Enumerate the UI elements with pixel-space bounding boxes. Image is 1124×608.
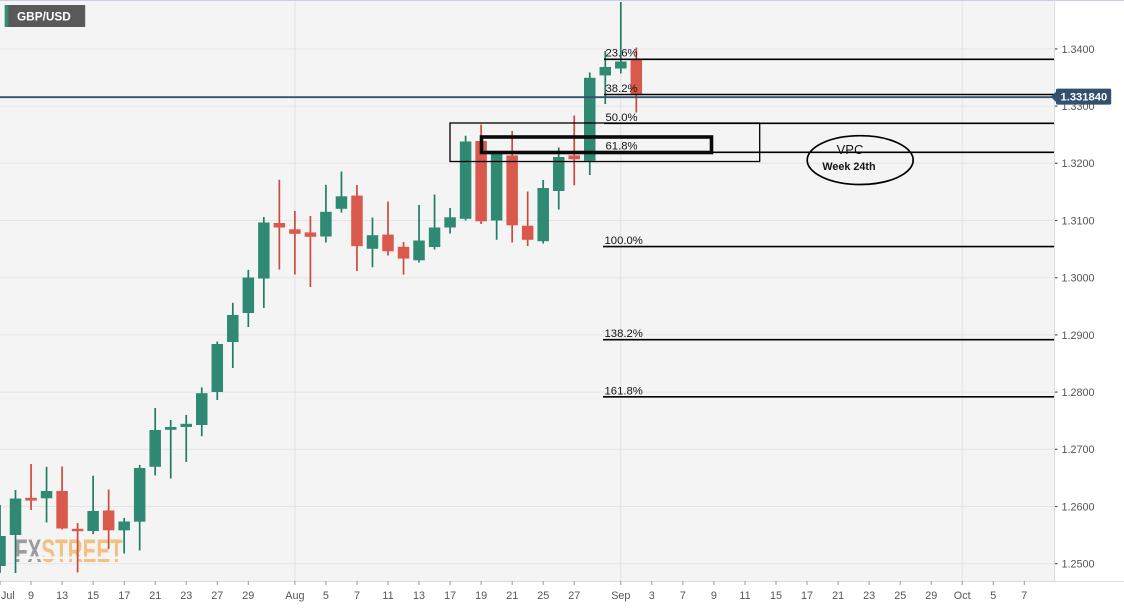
svg-text:1.331840: 1.331840 xyxy=(1061,92,1108,104)
svg-text:21: 21 xyxy=(149,590,161,602)
svg-text:38.2%: 38.2% xyxy=(606,83,638,95)
svg-text:25: 25 xyxy=(894,590,906,602)
svg-text:9: 9 xyxy=(711,590,717,602)
svg-text:27: 27 xyxy=(211,590,223,602)
svg-text:1.2800: 1.2800 xyxy=(1062,387,1095,399)
svg-text:17: 17 xyxy=(444,590,456,602)
svg-text:7: 7 xyxy=(680,590,686,602)
svg-text:Week 24th: Week 24th xyxy=(822,161,875,173)
svg-text:1.3400: 1.3400 xyxy=(1062,44,1095,56)
svg-text:27: 27 xyxy=(568,590,580,602)
svg-text:VPC: VPC xyxy=(837,142,864,157)
svg-text:29: 29 xyxy=(242,590,254,602)
svg-text:1.3000: 1.3000 xyxy=(1062,273,1095,285)
svg-text:21: 21 xyxy=(832,590,844,602)
svg-text:13: 13 xyxy=(413,590,425,602)
svg-text:7: 7 xyxy=(1021,590,1027,602)
svg-text:5: 5 xyxy=(323,590,329,602)
svg-text:1.2700: 1.2700 xyxy=(1062,444,1095,456)
svg-text:STREET: STREET xyxy=(41,533,123,569)
svg-text:3: 3 xyxy=(649,590,655,602)
svg-text:161.8%: 161.8% xyxy=(605,385,643,397)
svg-text:1.2900: 1.2900 xyxy=(1062,330,1095,342)
svg-text:17: 17 xyxy=(118,590,130,602)
svg-text:FX: FX xyxy=(15,533,41,569)
svg-text:Oct: Oct xyxy=(954,590,971,602)
svg-text:7: 7 xyxy=(354,590,360,602)
svg-text:15: 15 xyxy=(770,590,782,602)
svg-text:11: 11 xyxy=(382,590,393,602)
svg-text:50.0%: 50.0% xyxy=(606,112,638,124)
svg-text:23: 23 xyxy=(180,590,192,602)
svg-text:17: 17 xyxy=(801,590,813,602)
svg-text:11: 11 xyxy=(739,590,750,602)
svg-text:1.3200: 1.3200 xyxy=(1062,158,1095,170)
svg-text:21: 21 xyxy=(506,590,518,602)
svg-text:Jul: Jul xyxy=(1,590,15,602)
svg-text:GBP/USD: GBP/USD xyxy=(17,10,71,24)
svg-text:15: 15 xyxy=(87,590,99,602)
svg-text:138.2%: 138.2% xyxy=(605,328,643,340)
svg-text:9: 9 xyxy=(28,590,34,602)
svg-text:1.3100: 1.3100 xyxy=(1062,215,1095,227)
svg-text:100.0%: 100.0% xyxy=(605,235,643,247)
svg-text:1.2600: 1.2600 xyxy=(1062,501,1095,513)
svg-text:Sep: Sep xyxy=(611,590,630,602)
svg-text:Aug: Aug xyxy=(285,590,304,602)
svg-text:29: 29 xyxy=(925,590,937,602)
svg-text:13: 13 xyxy=(56,590,68,602)
svg-text:23: 23 xyxy=(863,590,875,602)
svg-text:1.2500: 1.2500 xyxy=(1062,559,1095,571)
svg-text:23.6%: 23.6% xyxy=(606,48,638,60)
svg-text:25: 25 xyxy=(537,590,549,602)
svg-text:5: 5 xyxy=(990,590,996,602)
svg-text:61.8%: 61.8% xyxy=(606,141,638,153)
svg-text:19: 19 xyxy=(475,590,487,602)
